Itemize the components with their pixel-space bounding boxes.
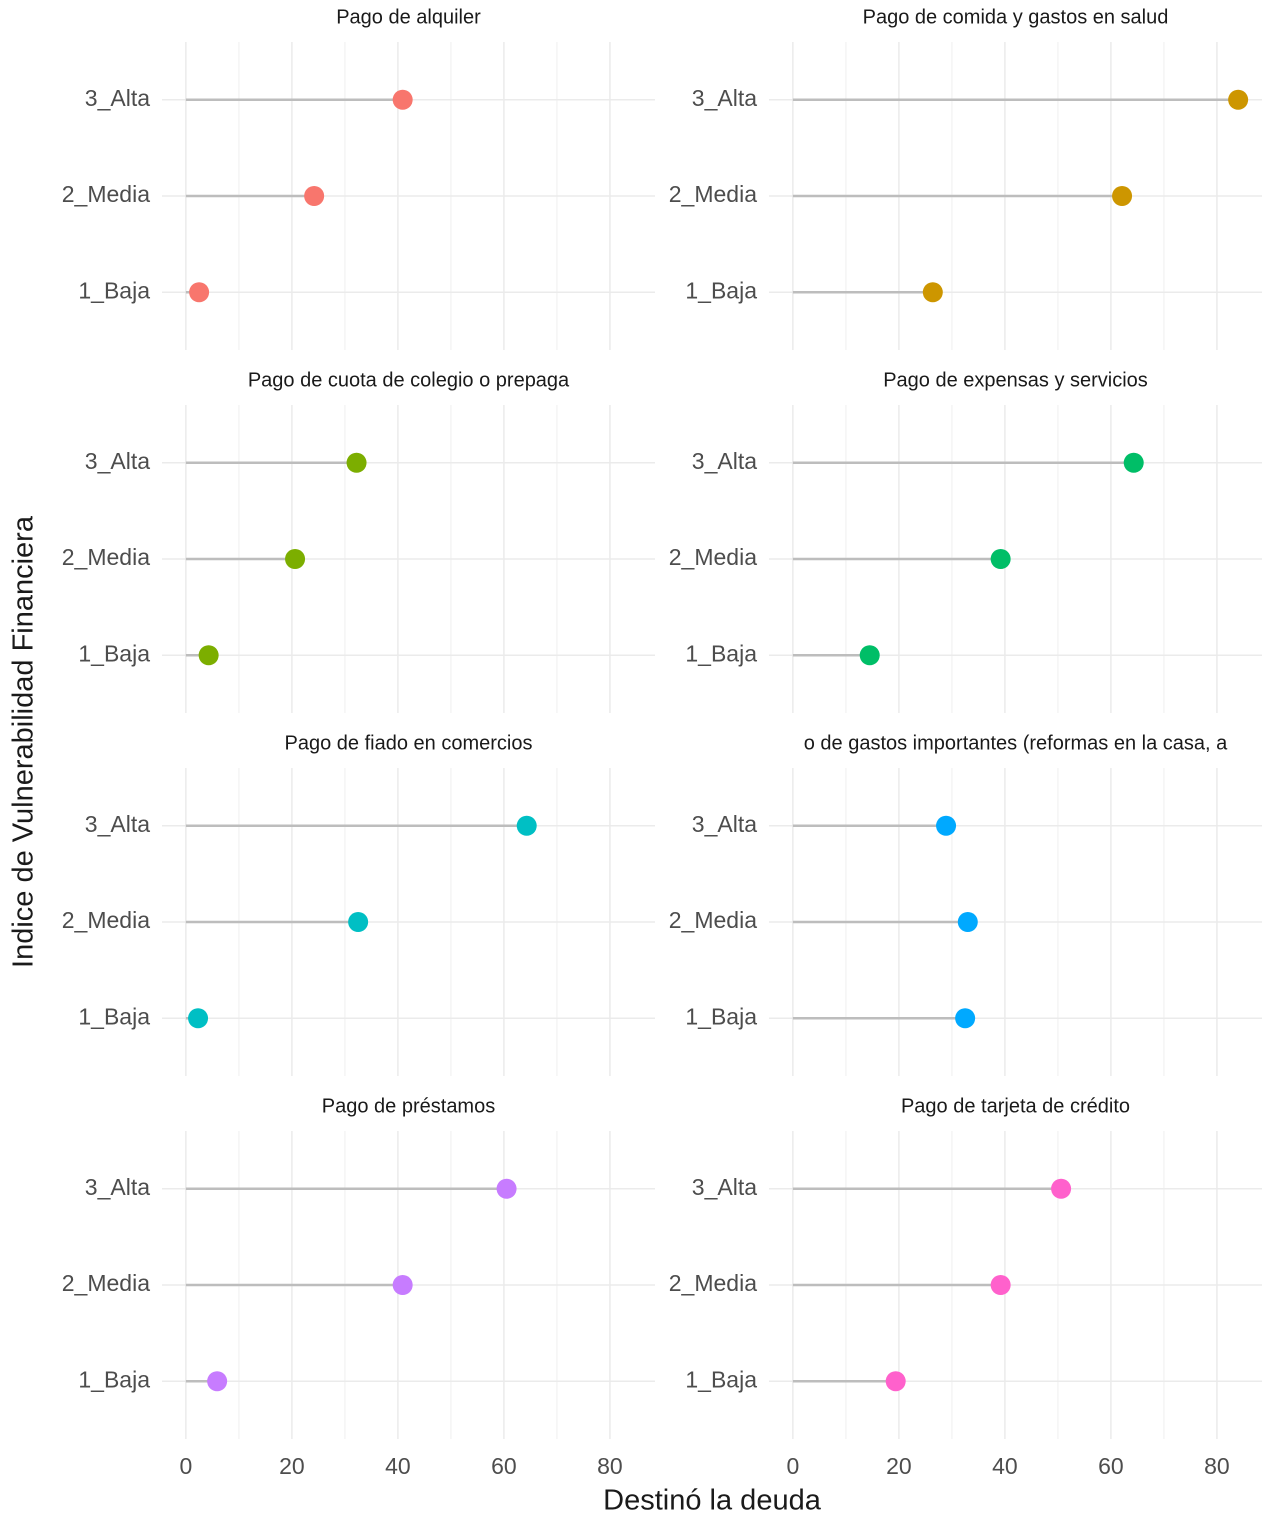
- y-tick-label: 1_Baja: [685, 277, 757, 303]
- panel-title: o de gastos importantes (reformas en la …: [804, 732, 1228, 754]
- dot: [346, 452, 367, 473]
- y-tick-label: 2_Media: [62, 181, 150, 207]
- y-tick-label: 3_Alta: [692, 1174, 757, 1200]
- x-tick-label: 0: [786, 1453, 799, 1479]
- y-tick-label: 3_Alta: [85, 811, 150, 837]
- y-tick-label: 1_Baja: [78, 1366, 150, 1392]
- x-tick-label: 60: [1098, 1453, 1124, 1479]
- dot: [885, 1371, 906, 1392]
- panel: Pago de fiado en comercios 1_Baja 2_Media 3…: [62, 732, 655, 1076]
- y-tick-label: 1_Baja: [78, 640, 150, 666]
- x-tick-label: 80: [1204, 1453, 1230, 1479]
- x-tick-label: 0: [179, 1453, 192, 1479]
- dot: [1051, 1178, 1072, 1199]
- y-tick-label: 2_Media: [62, 1270, 150, 1296]
- dot: [198, 645, 219, 666]
- x-tick-label: 60: [491, 1453, 517, 1479]
- x-tick-label: 20: [279, 1453, 305, 1479]
- dot: [1112, 186, 1133, 206]
- panel-title: Pago de comida y gastos en salud: [863, 6, 1169, 28]
- panel: Pago de comida y gastos en salud 1_Baja 2_…: [669, 6, 1262, 350]
- y-tick-label: 3_Alta: [692, 811, 757, 837]
- y-tick-label: 3_Alta: [85, 448, 150, 474]
- y-tick-label: 2_Media: [62, 544, 150, 570]
- dot: [496, 1178, 517, 1199]
- y-tick-label: 3_Alta: [692, 448, 757, 474]
- panel: Pago de cuota de colegio o prepaga 1_Baja…: [62, 369, 655, 713]
- panel-title: Pago de expensas y servicios: [883, 369, 1148, 391]
- y-tick-label: 3_Alta: [85, 1174, 150, 1200]
- dot: [392, 89, 413, 110]
- dot: [990, 549, 1011, 569]
- dot: [392, 1275, 413, 1295]
- panel: o de gastos importantes (reformas en la …: [669, 732, 1262, 1076]
- dot: [1228, 89, 1249, 110]
- dot: [285, 549, 306, 569]
- dot: [957, 912, 978, 932]
- dot: [188, 1008, 209, 1029]
- y-tick-label: 3_Alta: [85, 85, 150, 111]
- panel-title: Pago de tarjeta de crédito: [901, 1095, 1130, 1117]
- y-tick-label: 2_Media: [669, 1270, 757, 1296]
- y-tick-label: 1_Baja: [685, 1366, 757, 1392]
- panel: Pago de alquiler 1_Baja 2_Media 3_Alta: [62, 6, 655, 350]
- dot: [516, 815, 537, 836]
- dot: [990, 1275, 1011, 1295]
- panel-title: Pago de cuota de colegio o prepaga: [248, 369, 570, 391]
- dot: [955, 1008, 976, 1029]
- y-tick-label: 2_Media: [669, 181, 757, 207]
- panel: 0 20 40 60 80 Pago de tarjeta de crédito 1_Baj…: [669, 1095, 1262, 1479]
- y-tick-label: 2_Media: [669, 907, 757, 933]
- y-axis-label: Indice de Vulnerabilidad Financiera: [8, 515, 40, 968]
- y-tick-label: 2_Media: [62, 907, 150, 933]
- dot: [859, 645, 880, 666]
- y-tick-label: 3_Alta: [692, 85, 757, 111]
- x-tick-label: 20: [886, 1453, 912, 1479]
- y-tick-label: 1_Baja: [78, 277, 150, 303]
- y-tick-label: 2_Media: [669, 544, 757, 570]
- dot: [348, 912, 369, 932]
- dot: [304, 186, 325, 206]
- x-tick-label: 80: [597, 1453, 623, 1479]
- x-tick-label: 40: [992, 1453, 1018, 1479]
- dot: [189, 282, 210, 303]
- panel-title: Pago de préstamos: [322, 1095, 495, 1117]
- panel-title: Pago de fiado en comercios: [285, 732, 533, 754]
- x-tick-label: 40: [385, 1453, 411, 1479]
- dot: [936, 815, 957, 836]
- panel-title: Pago de alquiler: [336, 6, 481, 28]
- dot: [922, 282, 943, 303]
- x-axis-label: Destinó la deuda: [603, 1485, 822, 1517]
- panel: 0 20 40 60 80 Pago de préstamos 1_Baja 2_Media 3…: [62, 1095, 655, 1479]
- y-tick-label: 1_Baja: [78, 1003, 150, 1029]
- y-tick-label: 1_Baja: [685, 640, 757, 666]
- dot: [1123, 452, 1144, 473]
- y-tick-label: 1_Baja: [685, 1003, 757, 1029]
- dot: [207, 1371, 228, 1392]
- panel: Pago de expensas y servicios 1_Baja 2_Medi…: [669, 369, 1262, 713]
